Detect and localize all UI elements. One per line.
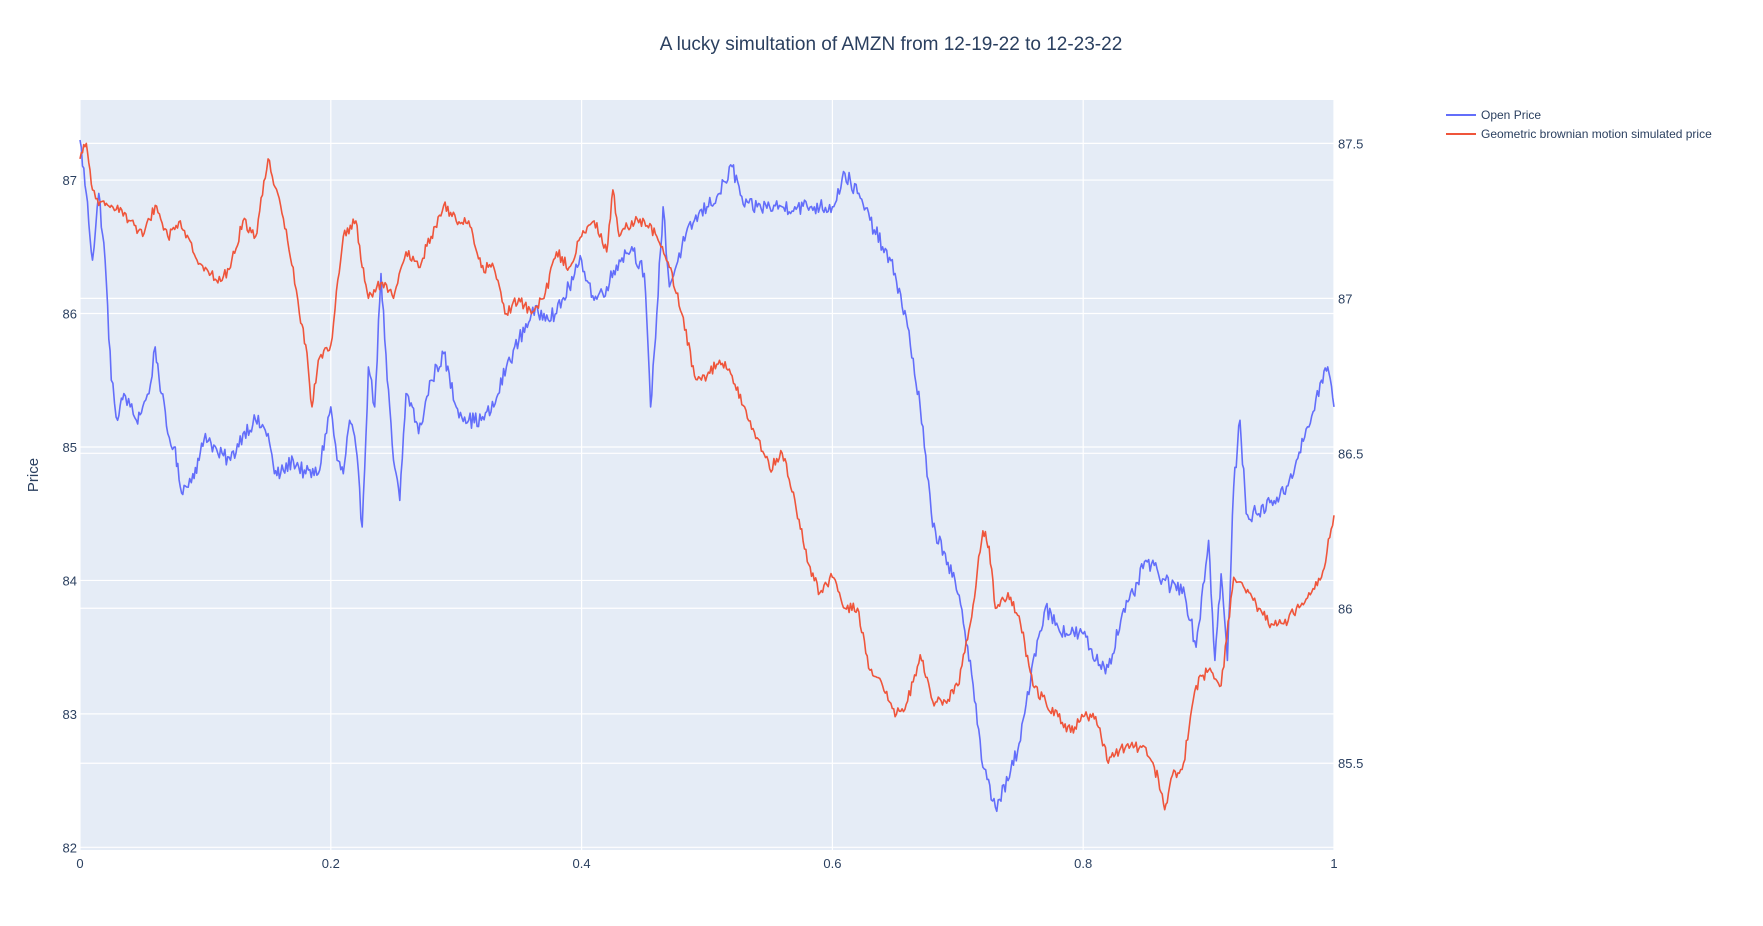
x-tick-label: 0.4: [573, 856, 591, 871]
y2-tick-label: 87.5: [1338, 136, 1363, 151]
x-tick-labels: 0 0.2 0.4 0.6 0.8 1: [76, 856, 1337, 871]
legend-label: Geometric brownian motion simulated pric…: [1481, 127, 1712, 141]
y-tick-label: 85: [63, 440, 77, 455]
y-gridlines: [80, 179, 1334, 848]
y2-tick-label: 85.5: [1338, 756, 1363, 771]
y-tick-label: 87: [63, 173, 77, 188]
y2-tick-label: 86.5: [1338, 446, 1363, 461]
plot-area: [80, 100, 1334, 850]
legend: Open Price Geometric brownian motion simu…: [1446, 108, 1712, 141]
y-tick-label: 86: [63, 307, 77, 322]
y-tick-label: 82: [63, 840, 77, 855]
x-tick-label: 0.2: [322, 856, 340, 871]
series-line-0: [79, 139, 1335, 813]
series-line-1: [79, 142, 1335, 811]
x-tick-label: 0.8: [1074, 856, 1092, 871]
y-tick-label: 83: [63, 707, 77, 722]
series-layer: [79, 139, 1335, 813]
chart-title: A lucky simultation of AMZN from 12-19-2…: [660, 34, 1123, 55]
y2-tick-label: 86: [1338, 601, 1352, 616]
y-tick-labels: 82 83 84 85 86 87: [63, 173, 77, 855]
x-tick-label: 0.6: [823, 856, 841, 871]
y2-tick-label: 87: [1338, 291, 1352, 306]
x-tick-label: 1: [1330, 856, 1337, 871]
x-tick-label: 0: [76, 856, 83, 871]
x-gridlines: [79, 100, 1335, 850]
legend-label: Open Price: [1481, 108, 1541, 122]
y-tick-label: 84: [63, 573, 77, 588]
y-axis-title: Price: [25, 458, 42, 492]
y2-tick-labels: 85.5 86 86.5 87 87.5: [1338, 136, 1363, 771]
